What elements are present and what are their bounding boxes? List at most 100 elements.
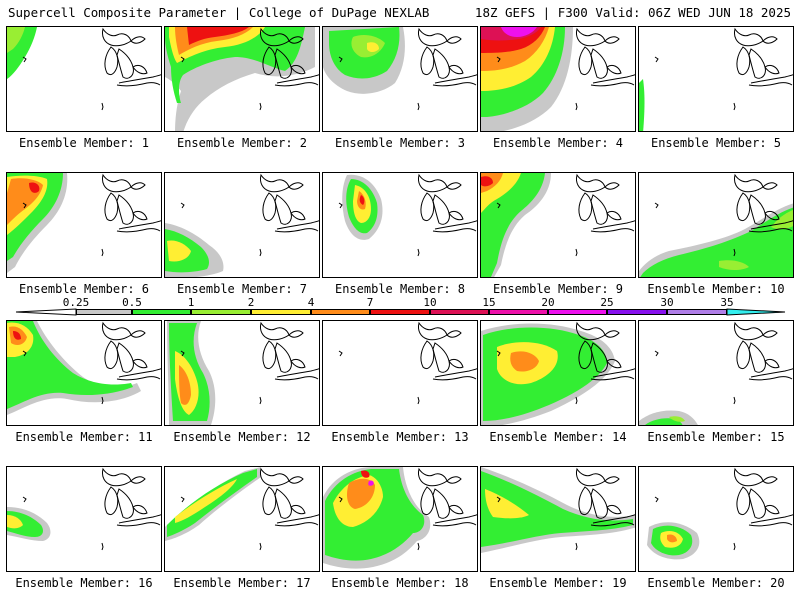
ensemble-panel: Ensemble Member: 17 xyxy=(164,466,320,590)
member-map-svg xyxy=(481,27,635,131)
member-map xyxy=(6,26,162,132)
legend-color-box xyxy=(132,309,191,315)
ensemble-panel: Ensemble Member: 15 xyxy=(638,320,794,444)
ensemble-panel: Ensemble Member: 13 xyxy=(322,320,478,444)
member-map xyxy=(164,26,320,132)
ensemble-panel: Ensemble Member: 4 xyxy=(480,26,636,150)
member-caption: Ensemble Member: 18 xyxy=(331,576,469,590)
member-map xyxy=(480,320,636,426)
member-map-svg xyxy=(323,467,477,569)
legend-color-box xyxy=(607,309,667,315)
ensemble-panel: Ensemble Member: 11 xyxy=(6,320,162,444)
ensemble-panel: Ensemble Member: 3 xyxy=(322,26,478,150)
member-map xyxy=(480,466,636,572)
member-map xyxy=(638,320,794,426)
member-map xyxy=(322,466,478,572)
legend-color-box xyxy=(667,309,727,315)
member-caption: Ensemble Member: 16 xyxy=(15,576,153,590)
member-caption: Ensemble Member: 10 xyxy=(647,282,785,296)
member-map-svg xyxy=(338,321,477,405)
legend-color-box xyxy=(76,309,132,315)
member-map-svg xyxy=(639,27,793,131)
ensemble-panel: Ensemble Member: 1 xyxy=(6,26,162,150)
member-map xyxy=(480,26,636,132)
ensemble-panel: Ensemble Member: 20 xyxy=(638,466,794,590)
member-caption: Ensemble Member: 6 xyxy=(18,282,150,296)
member-map-svg xyxy=(481,321,635,425)
legend-color-box xyxy=(311,309,370,315)
ensemble-panel: Ensemble Member: 10 xyxy=(638,172,794,296)
legend-tick-label: 25 xyxy=(600,296,614,309)
member-caption: Ensemble Member: 12 xyxy=(173,430,311,444)
ensemble-panel: Ensemble Member: 6 xyxy=(6,172,162,296)
member-caption: Ensemble Member: 8 xyxy=(334,282,466,296)
legend-tick-label: 30 xyxy=(660,296,674,309)
legend-underflow-tri xyxy=(15,308,77,316)
ensemble-panel: Ensemble Member: 18 xyxy=(322,466,478,590)
member-caption: Ensemble Member: 2 xyxy=(176,136,308,150)
member-map xyxy=(322,26,478,132)
legend-tick-label: 4 xyxy=(307,296,315,309)
member-map-svg xyxy=(639,321,793,425)
member-map-svg xyxy=(7,467,161,551)
legend-tick-label: 1 xyxy=(187,296,195,309)
ensemble-panel: Ensemble Member: 7 xyxy=(164,172,320,296)
member-map-svg xyxy=(639,173,793,277)
ensemble-panel: Ensemble Member: 8 xyxy=(322,172,478,296)
member-map xyxy=(638,466,794,572)
ensemble-panel: Ensemble Member: 14 xyxy=(480,320,636,444)
ensemble-panel: Ensemble Member: 5 xyxy=(638,26,794,150)
legend-color-box xyxy=(191,309,251,315)
valid-time: 18Z GEFS | F300 Valid: 06Z WED JUN 18 20… xyxy=(474,5,791,20)
member-caption: Ensemble Member: 15 xyxy=(647,430,785,444)
member-caption: Ensemble Member: 17 xyxy=(173,576,311,590)
member-caption: Ensemble Member: 7 xyxy=(176,282,308,296)
member-caption: Ensemble Member: 13 xyxy=(331,430,469,444)
legend-overflow-tri xyxy=(726,308,786,316)
member-map xyxy=(164,172,320,278)
ensemble-panel: Ensemble Member: 12 xyxy=(164,320,320,444)
member-caption: Ensemble Member: 19 xyxy=(489,576,627,590)
member-map-svg xyxy=(323,27,477,111)
member-map-svg xyxy=(165,173,319,277)
member-caption: Ensemble Member: 1 xyxy=(18,136,150,150)
legend-tick-label: 15 xyxy=(482,296,496,309)
legend-color-box xyxy=(370,309,430,315)
legend-tick-label: 10 xyxy=(423,296,437,309)
legend-color-box xyxy=(251,309,311,315)
member-map-svg xyxy=(7,321,161,415)
member-map xyxy=(638,26,794,132)
member-map-svg xyxy=(165,27,319,131)
member-caption: Ensemble Member: 3 xyxy=(334,136,466,150)
member-caption: Ensemble Member: 4 xyxy=(492,136,624,150)
legend-tick-label: 20 xyxy=(541,296,555,309)
ensemble-panel: Ensemble Member: 2 xyxy=(164,26,320,150)
member-map xyxy=(6,466,162,572)
legend-color-box xyxy=(548,309,607,315)
member-caption: Ensemble Member: 14 xyxy=(489,430,627,444)
member-caption: Ensemble Member: 11 xyxy=(15,430,153,444)
member-map xyxy=(164,320,320,426)
member-map xyxy=(480,172,636,278)
member-caption: Ensemble Member: 9 xyxy=(492,282,624,296)
member-map-svg xyxy=(481,173,635,277)
legend-tick-label: 2 xyxy=(247,296,255,309)
legend-tick-label: 35 xyxy=(720,296,734,309)
member-map-svg xyxy=(338,173,477,257)
page-title: Supercell Composite Parameter | College … xyxy=(8,5,430,20)
member-map xyxy=(322,172,478,278)
legend-tick-label: 0.5 xyxy=(122,296,142,309)
legend-color-box xyxy=(430,309,489,315)
ensemble-panel: Ensemble Member: 19 xyxy=(480,466,636,590)
member-map xyxy=(638,172,794,278)
member-map xyxy=(164,466,320,572)
ensemble-panel: Ensemble Member: 9 xyxy=(480,172,636,296)
member-caption: Ensemble Member: 5 xyxy=(650,136,782,150)
member-map xyxy=(6,172,162,278)
legend-tick-label: 0.25 xyxy=(62,296,90,309)
color-legend: 0.25 0.5 1 2 4 7 10 15 20 25 30 35 xyxy=(0,296,800,318)
member-map-svg xyxy=(167,321,319,425)
member-caption: Ensemble Member: 20 xyxy=(647,576,785,590)
ensemble-panel: Ensemble Member: 16 xyxy=(6,466,162,590)
member-map-svg xyxy=(7,27,161,111)
